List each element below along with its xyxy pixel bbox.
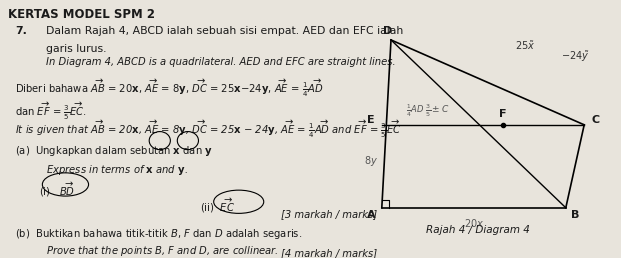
Text: [4 markah / marks]: [4 markah / marks]	[281, 248, 378, 258]
Text: (ii)  $\overrightarrow{EC}$: (ii) $\overrightarrow{EC}$	[200, 196, 235, 215]
Text: C: C	[591, 115, 599, 125]
Text: A: A	[366, 209, 375, 220]
Text: KERTAS MODEL SPM 2: KERTAS MODEL SPM 2	[7, 8, 155, 21]
Text: In Diagram 4, ABCD is a quadrilateral. AED and EFC are straight lines.: In Diagram 4, ABCD is a quadrilateral. A…	[46, 57, 396, 67]
Text: Dalam Rajah 4, ABCD ialah sebuah sisi empat. AED dan EFC ialah: Dalam Rajah 4, ABCD ialah sebuah sisi em…	[46, 26, 404, 36]
Text: E: E	[367, 115, 374, 125]
Text: (i)   $\overrightarrow{BD}$: (i) $\overrightarrow{BD}$	[39, 181, 75, 199]
Text: Express in terms of $\mathbf{x}$ and $\mathbf{y}$.: Express in terms of $\mathbf{x}$ and $\m…	[46, 163, 188, 176]
Text: Rajah 4 / Diagram 4: Rajah 4 / Diagram 4	[425, 225, 530, 235]
Text: $\frac{1}{4}AD$: $\frac{1}{4}AD$	[406, 102, 424, 119]
Text: 7.: 7.	[16, 26, 27, 36]
Text: dan $\overrightarrow{EF}$ = $\frac{3}{5}$$\overrightarrow{EC}$.: dan $\overrightarrow{EF}$ = $\frac{3}{5}…	[16, 101, 88, 122]
Text: $8y$: $8y$	[364, 154, 378, 168]
Text: F: F	[499, 109, 507, 119]
Text: (a)  Ungkapkan dalam sebutan $\mathbf{x}$ dan $\mathbf{y}$: (a) Ungkapkan dalam sebutan $\mathbf{x}$…	[16, 144, 213, 158]
Text: $20x$: $20x$	[464, 217, 484, 229]
Text: D: D	[383, 26, 392, 36]
Text: $\frac{3}{5} \pm C$: $\frac{3}{5} \pm C$	[425, 102, 449, 119]
Text: It is given that $\overrightarrow{AB}$ = 20$\mathbf{x}$, $\overrightarrow{AE}$ =: It is given that $\overrightarrow{AB}$ =…	[16, 119, 402, 140]
Text: Prove that the points $B$, $F$ and $D$, are collinear.: Prove that the points $B$, $F$ and $D$, …	[46, 244, 279, 258]
Text: Diberi bahawa $\overrightarrow{AB}$ = 20$\mathbf{x}$, $\overrightarrow{AE}$ = 8$: Diberi bahawa $\overrightarrow{AB}$ = 20…	[16, 77, 324, 99]
Text: $25\tilde{x}$: $25\tilde{x}$	[515, 39, 535, 52]
Text: garis lurus.: garis lurus.	[46, 44, 107, 54]
Text: B: B	[571, 209, 579, 220]
Text: [3 markah / marks]: [3 markah / marks]	[281, 209, 378, 219]
Text: $- 24\tilde{y}$: $- 24\tilde{y}$	[561, 49, 589, 64]
Text: (b)  Buktikan bahawa titik-titik $B$, $F$ dan $D$ adalah segaris.: (b) Buktikan bahawa titik-titik $B$, $F$…	[16, 227, 302, 241]
